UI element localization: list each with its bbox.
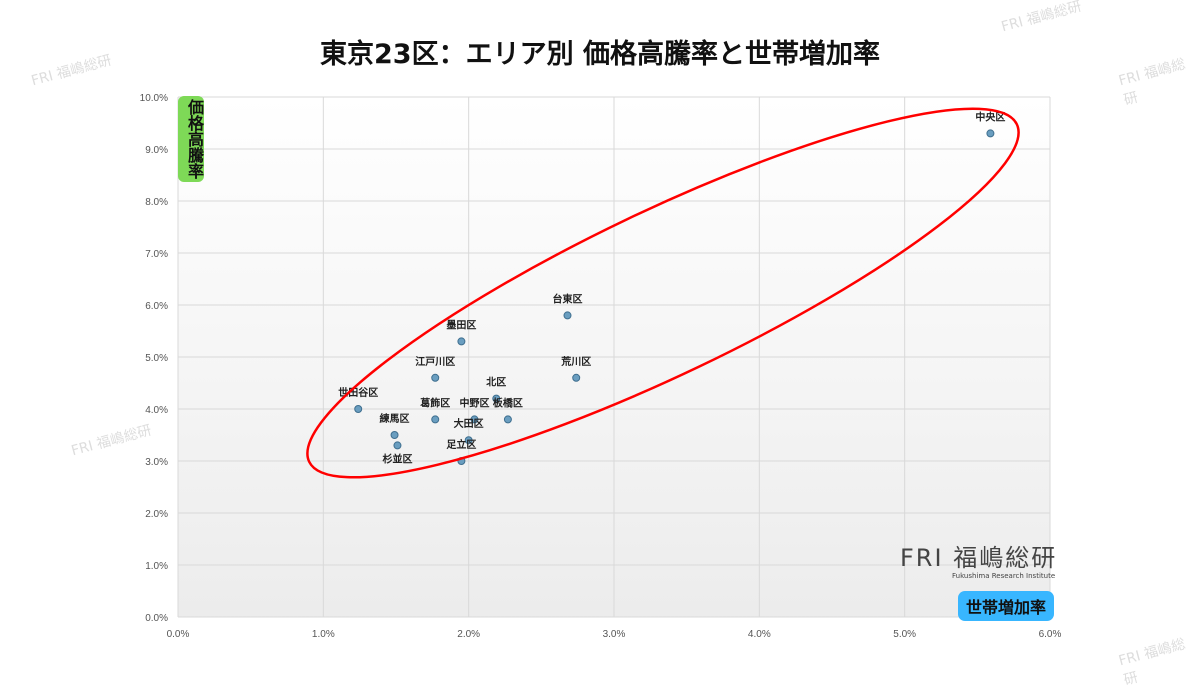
data-label: 中野区 (459, 396, 489, 409)
logo-name: 福嶋総研 (953, 544, 1058, 572)
y-tick-label: 9.0% (145, 145, 168, 156)
data-point (563, 311, 572, 320)
data-point (431, 373, 440, 382)
x-tick-label: 6.0% (1039, 629, 1062, 640)
x-tick-label: 3.0% (603, 629, 626, 640)
y-tick-label: 3.0% (145, 457, 168, 468)
data-label: 中央区 (975, 110, 1005, 123)
data-label: 足立区 (446, 438, 476, 451)
data-point (393, 441, 402, 450)
highlight-ellipse (306, 107, 1020, 479)
data-label: 江戸川区 (415, 355, 455, 368)
data-label: 杉並区 (382, 452, 412, 465)
data-label: 練馬区 (380, 412, 410, 425)
data-point (503, 415, 512, 424)
y-tick-label: 1.0% (145, 561, 168, 572)
y-tick-label: 6.0% (145, 301, 168, 312)
data-label: 台東区 (552, 292, 582, 305)
y-tick-label: 5.0% (145, 353, 168, 364)
logo-mark: FRI (900, 544, 944, 572)
logo: FRI 福嶋総研 Fukushima Research Institute (900, 544, 1057, 581)
x-tick-label: 5.0% (893, 629, 916, 640)
y-tick-label: 2.0% (145, 509, 168, 520)
data-label: 世田谷区 (338, 386, 378, 399)
data-point (431, 415, 440, 424)
data-label: 北区 (486, 376, 506, 389)
data-point (470, 415, 479, 424)
data-point (986, 129, 995, 138)
data-point (572, 373, 581, 382)
data-point (457, 337, 466, 346)
x-tick-label: 0.0% (167, 629, 190, 640)
x-tick-label: 1.0% (312, 629, 335, 640)
x-tick-label: 4.0% (748, 629, 771, 640)
data-label: 墨田区 (446, 319, 476, 331)
x-tick-label: 2.0% (457, 629, 480, 640)
scatter-chart: 0.0% 1.0% 2.0% 3.0% 4.0% 5.0% 6.0% 7.0% 8.0% 9.0%… (140, 93, 1062, 640)
data-point (464, 436, 473, 445)
data-label: 荒川区 (560, 355, 591, 368)
data-point (390, 431, 399, 439)
chart-title: 東京23区：エリア別 価格高騰率と世帯増加率 (320, 39, 880, 70)
y-tick-label: 0.0% (145, 613, 168, 624)
data-label: 葛飾区 (419, 396, 450, 409)
data-point (492, 394, 501, 403)
x-axis-label: 世帯増加率 (958, 591, 1055, 621)
data-label: 大田区 (454, 417, 484, 430)
y-axis-label: 価格高騰率 (178, 96, 204, 182)
y-tick-label: 4.0% (145, 405, 168, 416)
y-tick-label: 10.0% (140, 93, 168, 104)
logo-sub: Fukushima Research Institute (952, 572, 1056, 580)
y-tick-label: 7.0% (145, 249, 168, 260)
y-tick-label: 8.0% (145, 197, 168, 208)
data-label: 板橋区 (493, 396, 523, 409)
data-point (354, 405, 363, 413)
